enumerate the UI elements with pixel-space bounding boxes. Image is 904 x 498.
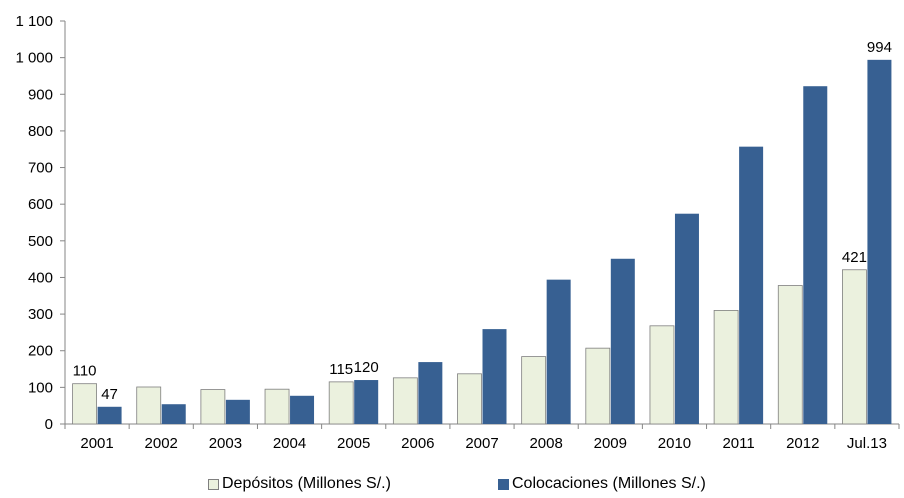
bar-depositos xyxy=(72,383,97,425)
data-label: 47 xyxy=(101,386,118,403)
bar-colocaciones xyxy=(867,59,892,425)
bar-depositos xyxy=(649,325,675,425)
bar-colocaciones xyxy=(290,395,315,424)
bar-colocaciones xyxy=(739,146,764,424)
bar-depositos xyxy=(457,373,482,425)
x-tick-label: 2003 xyxy=(209,435,242,452)
bar-colocaciones xyxy=(97,406,122,424)
bar-colocaciones xyxy=(354,380,379,424)
bar-depositos xyxy=(585,347,611,425)
x-tick-label: 2002 xyxy=(145,435,178,452)
legend-swatch-depositos xyxy=(208,478,219,490)
bar-colocaciones xyxy=(803,86,828,424)
y-tick-label: 300 xyxy=(28,306,53,323)
x-tick-label: 2004 xyxy=(273,435,306,452)
bar-depositos xyxy=(392,377,418,425)
bar-depositos xyxy=(521,356,547,425)
x-tick-label: 2012 xyxy=(786,435,819,452)
legend-label-colocaciones: Colocaciones (Millones S/.) xyxy=(512,475,706,492)
bar-depositos xyxy=(136,386,162,425)
y-axis: 0 100 200 300 400 500 600 700 800 900 1 000 1 100 xyxy=(15,13,66,433)
y-tick-label: 1 000 xyxy=(15,50,53,67)
data-label: 110 xyxy=(73,363,97,380)
data-label: 115 xyxy=(329,361,353,378)
bar-colocaciones xyxy=(225,399,250,424)
y-tick-label: 700 xyxy=(28,160,53,177)
bar-colocaciones xyxy=(546,279,571,424)
x-tick-label: Jul.13 xyxy=(847,435,887,452)
bars xyxy=(72,59,892,425)
legend-swatch-colocaciones xyxy=(498,478,509,490)
bar-colocaciones xyxy=(482,329,507,424)
bar-depositos xyxy=(777,285,803,425)
data-label: 994 xyxy=(867,39,892,56)
bar-colocaciones xyxy=(610,258,635,424)
y-tick-label: 500 xyxy=(28,233,53,250)
bar-colocaciones xyxy=(418,362,443,424)
legend-label-depositos: Depósitos (Millones S/.) xyxy=(222,475,391,492)
x-tick-label: 2011 xyxy=(722,435,754,452)
bar-depositos xyxy=(328,381,354,425)
bar-depositos xyxy=(200,389,226,425)
x-tick-label: 2001 xyxy=(80,435,113,452)
bar-depositos xyxy=(264,388,290,425)
chart: 0 100 200 300 400 500 600 700 800 900 1 000 1 100 2… xyxy=(15,13,900,452)
bar-colocaciones xyxy=(161,404,186,424)
legend-item-depositos: Depósitos (Millones S/.) xyxy=(208,475,391,493)
y-tick-label: 100 xyxy=(28,379,53,396)
y-tick-label: 900 xyxy=(28,86,53,103)
y-tick-label: 200 xyxy=(28,343,53,360)
legend: Depósitos (Millones S/.) Colocaciones (M… xyxy=(0,475,904,497)
x-tick-label: 2010 xyxy=(658,435,691,452)
x-axis: 2001 2002 2003 2004 2005 2006 2007 2008 2009 2010… xyxy=(64,423,900,452)
x-tick-label: 2008 xyxy=(529,435,562,452)
legend-item-colocaciones: Colocaciones (Millones S/.) xyxy=(498,475,706,493)
y-tick-label: 1 100 xyxy=(15,13,53,30)
x-tick-label: 2005 xyxy=(337,435,370,452)
bar-depositos xyxy=(842,269,867,425)
y-tick-label: 600 xyxy=(28,196,53,213)
y-tick-label: 400 xyxy=(28,269,53,286)
x-tick-label: 2007 xyxy=(465,435,498,452)
bar-depositos xyxy=(713,310,739,425)
bar-colocaciones xyxy=(674,213,699,424)
data-label: 120 xyxy=(354,359,379,376)
data-label: 421 xyxy=(842,249,867,266)
y-tick-label: 800 xyxy=(28,123,53,140)
y-tick-label: 0 xyxy=(45,416,53,433)
x-tick-label: 2006 xyxy=(401,435,434,452)
x-tick-label: 2009 xyxy=(594,435,627,452)
